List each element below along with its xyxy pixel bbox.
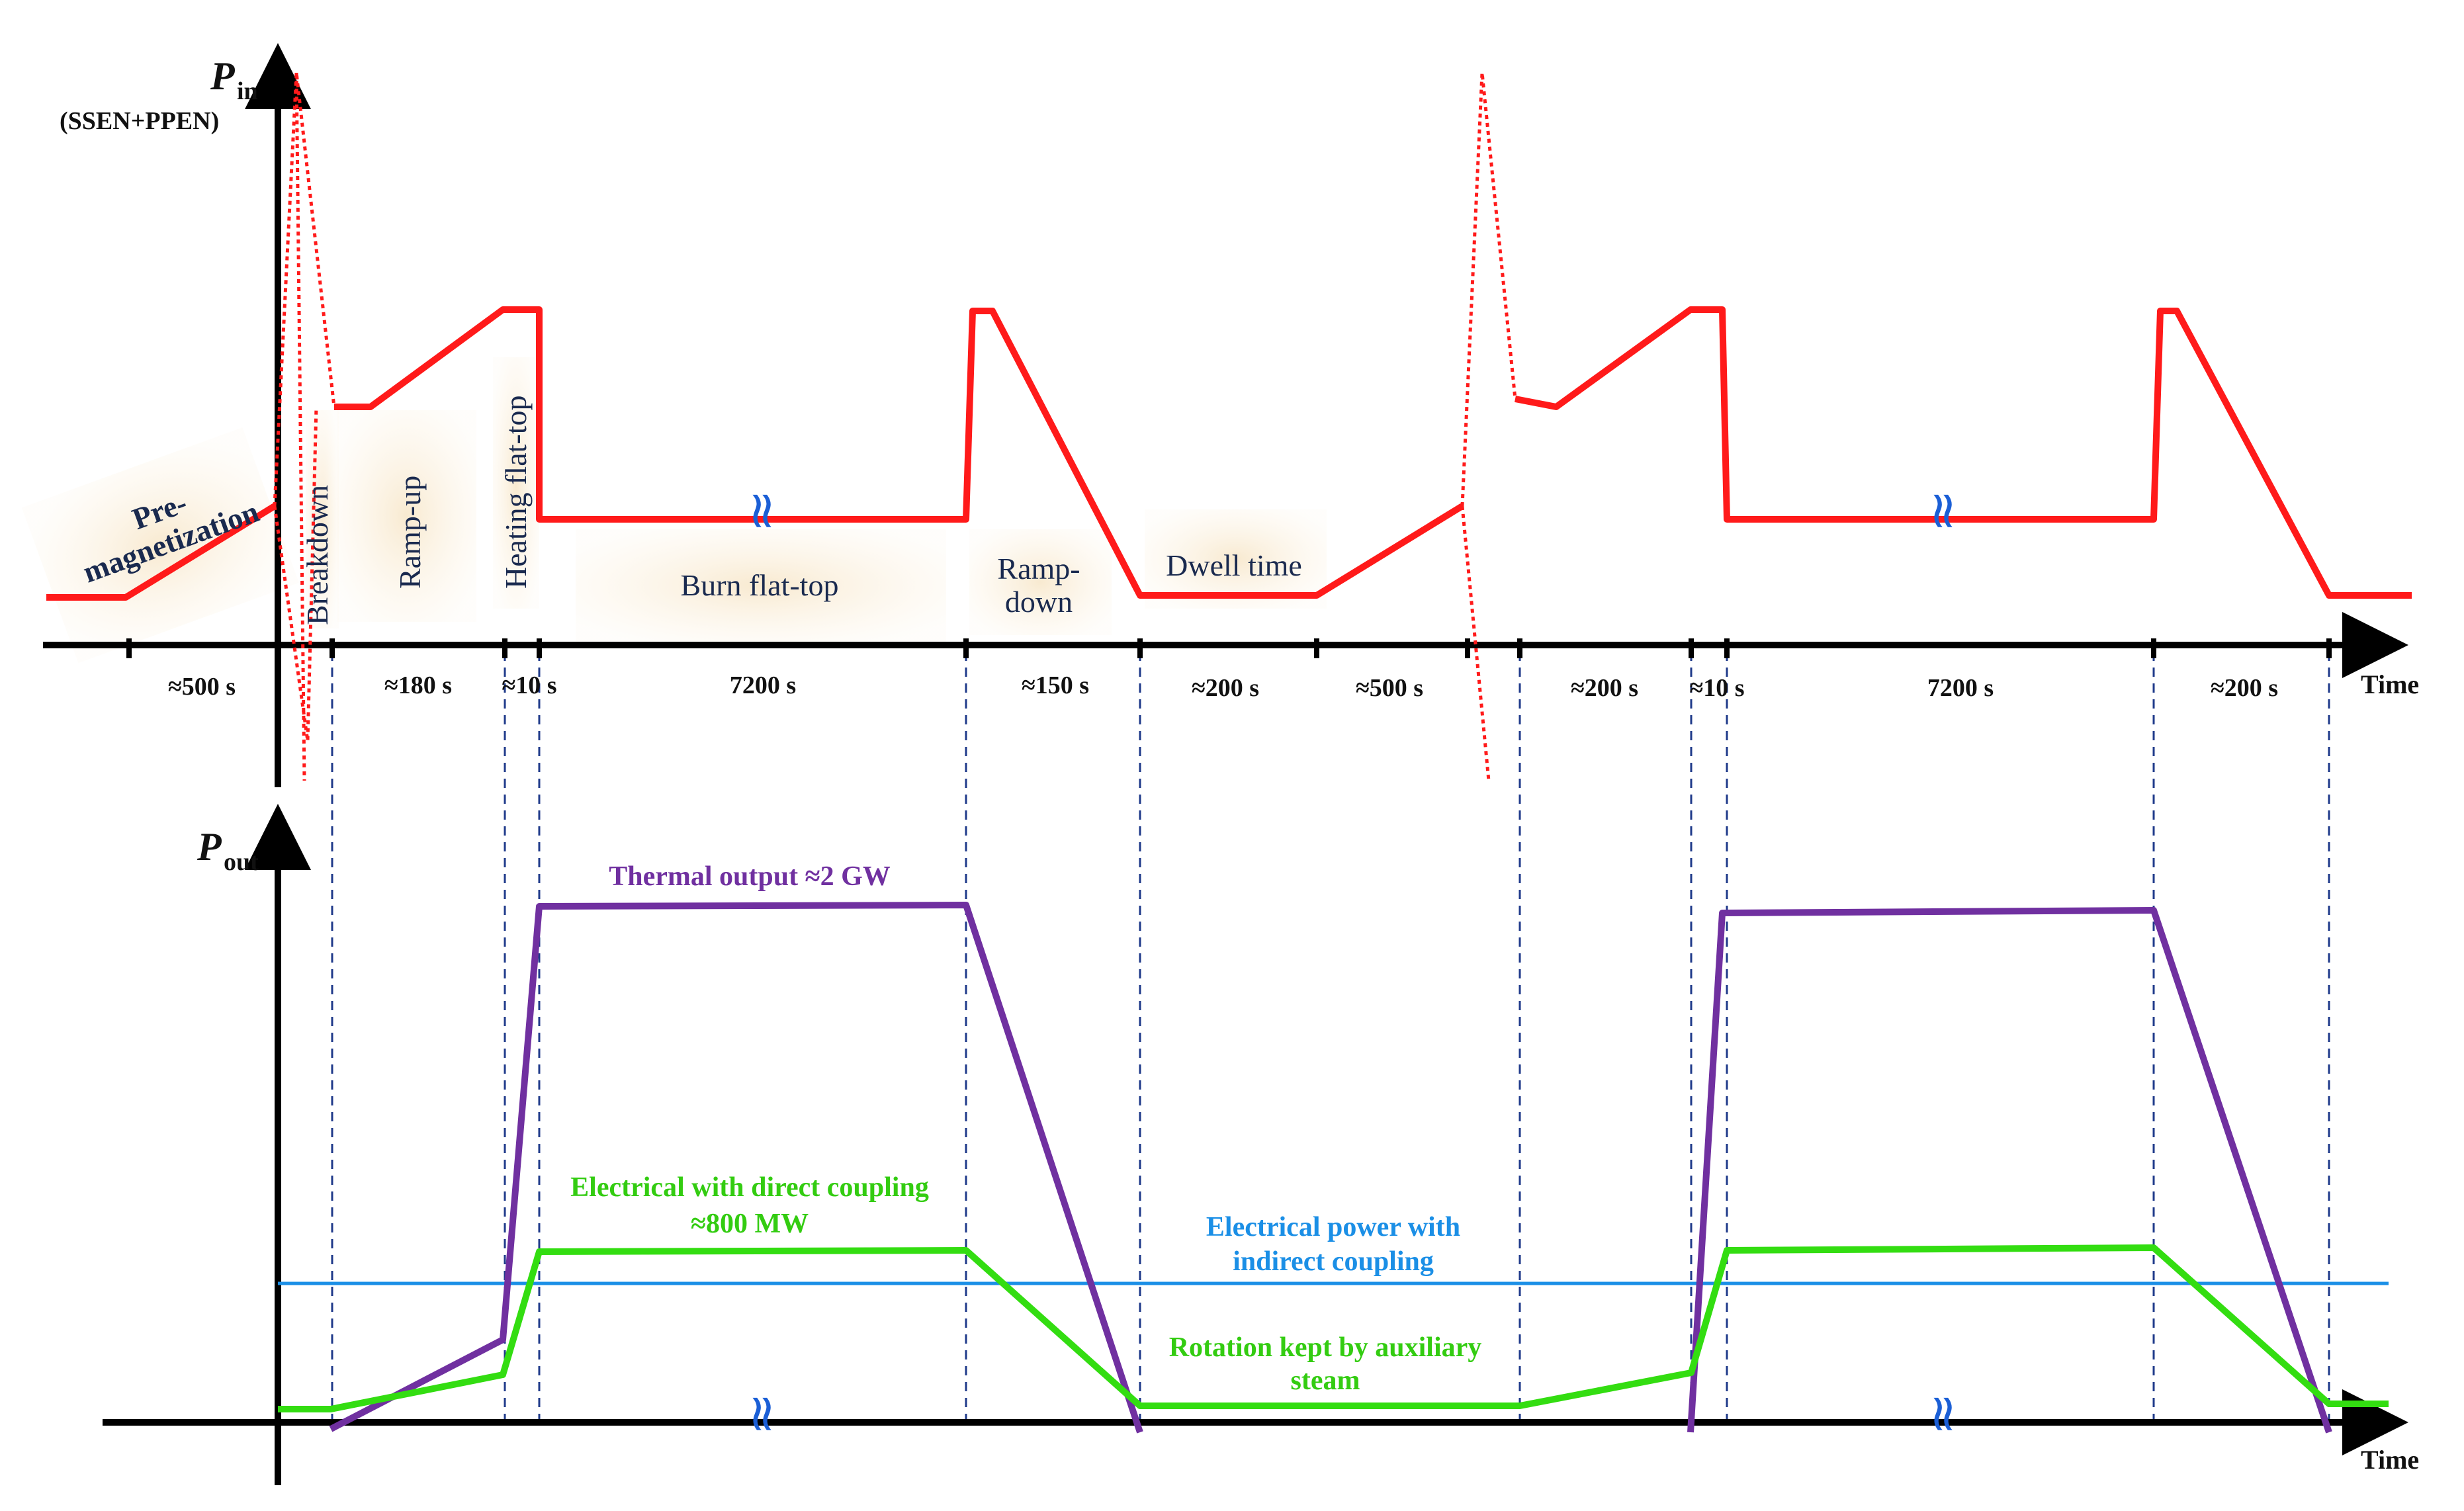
spike-cycle2-down (1460, 505, 1491, 781)
indirect-coupling-label-line1: Electrical power with (1206, 1212, 1460, 1242)
top-ticks (126, 638, 2332, 658)
break-symbols-bottom: ≈ ≈ (731, 1393, 1972, 1436)
duration-label: 7200 s (730, 671, 796, 699)
duration-label: ≈500 s (168, 673, 236, 701)
break-symbols-top: ≈ ≈ (731, 490, 1972, 533)
duration-label: ≈200 s (1571, 674, 1638, 702)
premag-bg (21, 427, 299, 664)
duration-label: 7200 s (1927, 674, 1994, 702)
duration-label: ≈200 s (2211, 674, 2278, 702)
rampup-bg (337, 410, 476, 622)
heating-bg (493, 357, 539, 609)
duration-labels: ≈500 s ≈180 s ≈10 s 7200 s ≈150 s ≈200 s… (168, 671, 2278, 702)
spike-cycle2 (1460, 72, 1517, 507)
top-ylabel-main: P (210, 54, 236, 98)
series-labels: Thermal output ≈2 GW Electrical with dir… (570, 861, 1481, 1396)
duration-label: ≈180 s (384, 671, 452, 699)
top-axes: P in (SSEN+PPEN) Time (43, 43, 2419, 787)
phase-breakdown: Breakdown (300, 485, 334, 625)
duration-label: ≈500 s (1356, 674, 1423, 702)
break-symbol: ≈ (731, 490, 791, 533)
top-ylabel-note: (SSEN+PPEN) (60, 107, 219, 135)
top-ylabel-sub: in (237, 77, 258, 105)
direct-coupling-label-line1: Electrical with direct coupling (570, 1172, 929, 1203)
aux-steam-label-line1: Rotation kept by auxiliary (1169, 1332, 1482, 1363)
top-xlabel: Time (2361, 669, 2419, 699)
phase-dwell: Dwell time (1166, 548, 1302, 582)
bottom-ylabel-main: P (197, 825, 222, 869)
bottom-ylabel-sub: out (224, 848, 259, 876)
pin-segment-cycle2 (1515, 306, 2412, 599)
phase-rampup: Ramp-up (393, 476, 427, 589)
duration-label: ≈10 s (1689, 674, 1744, 702)
phase-heating: Heating flat-top (499, 395, 533, 589)
break-symbol: ≈ (731, 1393, 791, 1436)
aux-steam-label-line2: steam (1291, 1365, 1360, 1396)
rampdown-bg (969, 529, 1112, 635)
pin-curve (46, 306, 2412, 601)
duration-label: ≈10 s (502, 671, 556, 699)
thermal-curve (329, 902, 2332, 1434)
bottom-axes: P out Time (103, 804, 2419, 1485)
duration-label: ≈200 s (1192, 674, 1259, 702)
phase-burn: Burn flat-top (681, 568, 839, 602)
direct-coupling-label-line2: ≈800 MW (691, 1209, 809, 1239)
duration-label: ≈150 s (1022, 671, 1089, 699)
pin-segment-cycle1 (46, 503, 277, 601)
spike-cycle1-down (294, 72, 306, 781)
breakdown-bg (306, 410, 339, 628)
pin-breakdown-spikes (273, 72, 1517, 781)
bottom-xlabel: Time (2361, 1445, 2419, 1475)
thermal-cycle1 (329, 902, 1143, 1434)
pin-segment-cycle1-main (334, 306, 1464, 599)
guide-lines (331, 652, 2330, 1419)
break-symbol: ≈ (1912, 490, 1972, 533)
burn-bg (576, 529, 946, 642)
direct-cycle1 (278, 1244, 2389, 1412)
direct-coupling-curve (278, 1244, 2389, 1412)
thermal-cycle2 (1687, 907, 2332, 1434)
spike-cycle1 (273, 72, 336, 507)
indirect-coupling-label-line2: indirect coupling (1233, 1246, 1434, 1277)
thermal-output-label: Thermal output ≈2 GW (609, 861, 891, 892)
phase-rampdown-line2: down (1005, 585, 1073, 619)
phase-rampdown-line1: Ramp- (997, 552, 1080, 585)
break-symbol: ≈ (1912, 1393, 1972, 1436)
